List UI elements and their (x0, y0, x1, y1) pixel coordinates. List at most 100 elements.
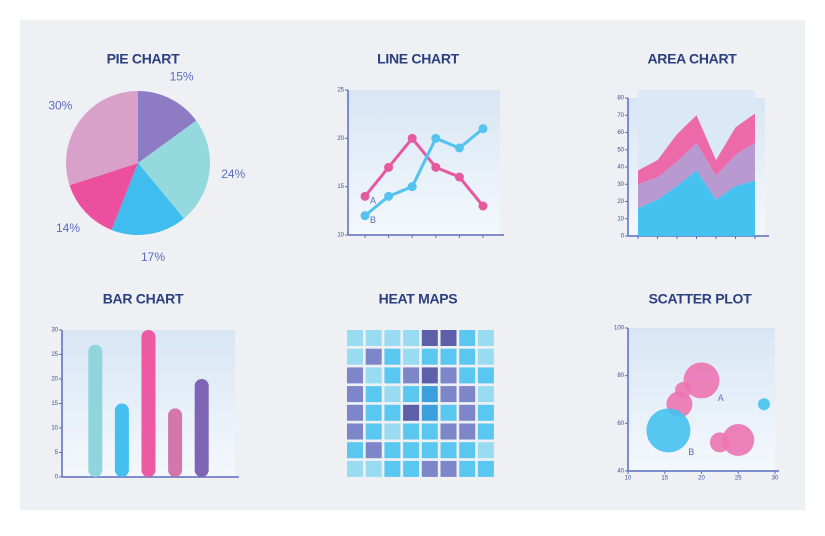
heat-cell (421, 404, 438, 421)
y-tick-label: 25 (51, 352, 58, 358)
heat-cell (347, 442, 363, 459)
heat-cell (403, 404, 420, 421)
heat-cell (440, 367, 457, 384)
bar (194, 379, 209, 477)
heat-cell (347, 386, 363, 403)
heat-cell (459, 460, 476, 477)
heat-cell (459, 348, 476, 365)
heat-cell (365, 442, 382, 459)
y-tick-label: 50 (617, 147, 624, 153)
heat-cell (440, 348, 457, 365)
heat-cell (384, 367, 401, 384)
y-tick-label: 5 (55, 450, 59, 456)
y-tick-label: 60 (617, 421, 624, 427)
heat-cell (459, 423, 476, 440)
bar (114, 403, 129, 477)
y-tick-label: 15 (51, 401, 58, 407)
pie-slice (66, 91, 138, 186)
slice-label: 24% (221, 167, 245, 181)
heat-cell (477, 460, 494, 477)
heat-cell (459, 442, 476, 459)
y-tick-label: 20 (51, 377, 58, 383)
heat-cell (403, 386, 420, 403)
heat-cell (347, 423, 363, 440)
heat-cell (440, 442, 457, 459)
heat-cell (403, 367, 420, 384)
heat-cell (347, 460, 363, 477)
heat-cell (440, 423, 457, 440)
line-series (363, 135, 485, 207)
heat-cell (459, 386, 476, 403)
heat-cell (365, 348, 382, 365)
line-series (364, 127, 484, 217)
chart-title: BAR CHART (103, 291, 184, 307)
heat-cell (347, 404, 363, 421)
slice-label: 30% (48, 99, 72, 113)
heat-cell (421, 386, 438, 403)
x-tick-label: 15 (661, 476, 668, 482)
series-label: A (718, 393, 724, 403)
y-tick-label: 10 (617, 216, 624, 222)
pie-slice (69, 163, 138, 230)
x-tick-label: 30 (772, 476, 779, 482)
series-label: B (688, 447, 694, 457)
chart-title: AREA CHART (647, 51, 737, 67)
bubble (646, 408, 691, 453)
heat-cell (347, 367, 363, 384)
slice-label: 15% (170, 70, 194, 84)
heat-cell (347, 330, 363, 346)
bubble (722, 424, 755, 457)
heat-cell (477, 367, 494, 384)
heat-cell (459, 367, 476, 384)
heat-cell (477, 423, 494, 440)
y-tick-label: 0 (55, 475, 59, 481)
x-tick-label: 25 (735, 476, 742, 482)
y-tick-label: 30 (51, 328, 58, 334)
heat-cell (421, 442, 438, 459)
y-tick-label: 80 (617, 96, 624, 102)
y-tick-label: 20 (337, 136, 344, 142)
plot-background (628, 328, 775, 471)
heat-cell (440, 404, 457, 421)
heat-cell (421, 460, 438, 477)
line-point (384, 162, 394, 172)
heat-cell (384, 442, 401, 459)
y-tick-label: 10 (337, 233, 344, 239)
heat-cell (403, 460, 420, 477)
heat-cell (347, 348, 363, 365)
heat-cell (421, 423, 438, 440)
heat-cell (384, 404, 401, 421)
heat-cell (459, 330, 476, 346)
y-tick-label: 100 (614, 326, 625, 332)
heat-cell (365, 423, 382, 440)
line-point (431, 162, 441, 172)
bar (168, 408, 183, 477)
heat-cell (403, 330, 420, 346)
heat-cell (365, 404, 382, 421)
y-tick-label: 60 (617, 130, 624, 136)
heat-cell (459, 404, 476, 421)
heat-cell (365, 386, 382, 403)
pie-slice (111, 163, 184, 236)
chart-title: PIE CHART (107, 51, 180, 67)
heat-cell (477, 348, 494, 365)
heat-cell (477, 442, 494, 459)
line-point (360, 211, 370, 221)
line-point (407, 182, 417, 192)
line-point (478, 124, 488, 134)
line-point (454, 172, 464, 182)
heat-cell (384, 330, 401, 346)
heat-cell (477, 404, 494, 421)
heat-cell (403, 348, 420, 365)
slice-label: 14% (56, 221, 80, 235)
heat-cell (365, 330, 382, 346)
y-tick-label: 30 (617, 182, 624, 188)
heat-cell (440, 330, 457, 346)
heat-cell (440, 460, 457, 477)
area-layer (638, 113, 755, 185)
heat-cell (421, 348, 438, 365)
heat-cell (440, 386, 457, 403)
line-point (478, 201, 488, 211)
